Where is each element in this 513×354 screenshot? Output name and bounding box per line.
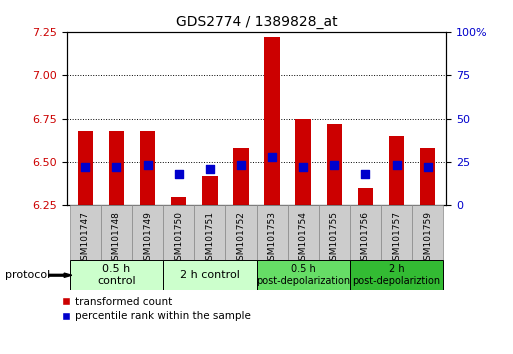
Bar [171, 196, 187, 205]
FancyBboxPatch shape [163, 260, 256, 290]
FancyBboxPatch shape [350, 260, 443, 290]
FancyBboxPatch shape [256, 260, 350, 290]
Point [424, 164, 432, 170]
Bar [233, 148, 249, 205]
Text: GSM101750: GSM101750 [174, 211, 183, 266]
Point [361, 171, 369, 177]
Text: GSM101757: GSM101757 [392, 211, 401, 266]
FancyBboxPatch shape [412, 205, 443, 260]
Bar [326, 124, 342, 205]
Point [237, 162, 245, 168]
FancyBboxPatch shape [70, 205, 101, 260]
Text: GSM101748: GSM101748 [112, 211, 121, 266]
FancyBboxPatch shape [381, 205, 412, 260]
Bar [420, 148, 436, 205]
Bar [140, 131, 155, 205]
Bar [389, 136, 404, 205]
Bar [295, 119, 311, 205]
Point [268, 154, 276, 160]
Point [81, 164, 89, 170]
FancyBboxPatch shape [101, 205, 132, 260]
FancyBboxPatch shape [225, 205, 256, 260]
Point [144, 162, 152, 168]
Point [299, 164, 307, 170]
Bar [77, 131, 93, 205]
FancyBboxPatch shape [256, 205, 288, 260]
Point [112, 164, 121, 170]
FancyBboxPatch shape [163, 205, 194, 260]
Text: GSM101753: GSM101753 [268, 211, 277, 266]
Text: 2 h
post-depolariztion: 2 h post-depolariztion [352, 264, 441, 286]
Bar [264, 37, 280, 205]
FancyBboxPatch shape [319, 205, 350, 260]
FancyBboxPatch shape [350, 205, 381, 260]
FancyBboxPatch shape [132, 205, 163, 260]
Point [392, 162, 401, 168]
Text: GSM101747: GSM101747 [81, 211, 90, 266]
Text: 0.5 h
post-depolarization: 0.5 h post-depolarization [256, 264, 350, 286]
Title: GDS2774 / 1389828_at: GDS2774 / 1389828_at [175, 16, 338, 29]
FancyBboxPatch shape [70, 260, 163, 290]
Text: GSM101759: GSM101759 [423, 211, 432, 266]
Point [174, 171, 183, 177]
Text: protocol: protocol [5, 270, 50, 280]
Text: GSM101756: GSM101756 [361, 211, 370, 266]
Text: GSM101755: GSM101755 [330, 211, 339, 266]
Text: GSM101754: GSM101754 [299, 211, 308, 266]
Text: GSM101751: GSM101751 [205, 211, 214, 266]
Point [206, 166, 214, 172]
Point [330, 162, 339, 168]
Bar [358, 188, 373, 205]
FancyBboxPatch shape [288, 205, 319, 260]
Text: GSM101752: GSM101752 [236, 211, 245, 266]
Text: GSM101749: GSM101749 [143, 211, 152, 266]
Bar [109, 131, 124, 205]
FancyBboxPatch shape [194, 205, 225, 260]
Bar [202, 176, 218, 205]
Text: 2 h control: 2 h control [180, 270, 240, 280]
Legend: transformed count, percentile rank within the sample: transformed count, percentile rank withi… [62, 297, 251, 321]
Text: 0.5 h
control: 0.5 h control [97, 264, 136, 286]
